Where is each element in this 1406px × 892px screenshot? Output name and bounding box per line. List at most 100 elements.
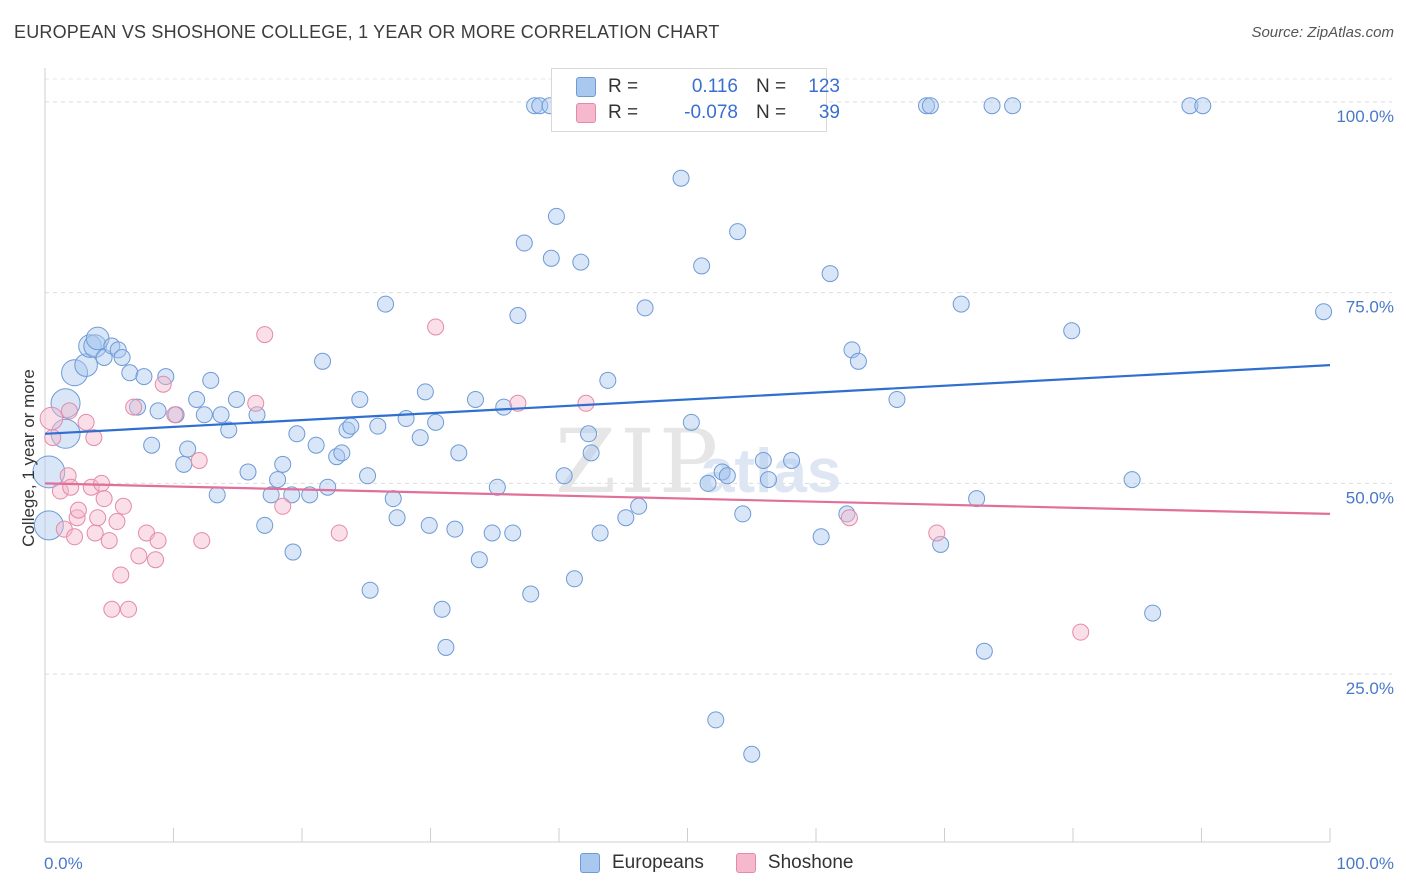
europeans-point	[307, 436, 325, 454]
series-legend-shoshone: Shoshone	[735, 852, 853, 874]
shoshone-point	[82, 478, 100, 496]
europeans-point	[522, 585, 540, 603]
europeans-point	[718, 467, 736, 485]
europeans-point	[504, 524, 522, 542]
y-tick-label: 50.0%	[1346, 488, 1394, 507]
europeans-point	[565, 570, 583, 588]
shoshone-point	[62, 478, 80, 496]
legend-r-value: -0.078	[684, 102, 738, 123]
shoshone-point	[66, 528, 84, 546]
europeans-point	[314, 352, 332, 370]
europeans-point	[113, 348, 131, 366]
europeans-point	[319, 478, 337, 496]
europeans-point	[179, 440, 197, 458]
legend-row-europeans: R = 0.116 N = 123	[576, 75, 840, 99]
europeans-point	[342, 417, 360, 435]
legend-n-value: 39	[818, 102, 840, 123]
shoshone-point	[840, 509, 858, 527]
europeans-point	[450, 444, 468, 462]
europeans-point	[220, 421, 238, 439]
europeans-point	[1315, 303, 1333, 321]
europeans-point	[195, 406, 213, 424]
europeans-point	[509, 307, 527, 325]
shoshone-point	[125, 398, 143, 416]
legend-swatch-shoshone	[576, 103, 596, 123]
europeans-point	[188, 390, 206, 408]
europeans-point	[269, 471, 287, 489]
europeans-point	[427, 413, 445, 431]
europeans-point	[109, 341, 127, 359]
series-swatch-shoshone	[735, 853, 756, 873]
y-tick-label: 100.0%	[1336, 107, 1394, 126]
europeans-point	[672, 169, 690, 187]
legend-n-label: N =	[756, 102, 787, 123]
europeans-point	[547, 207, 565, 225]
europeans-point	[580, 425, 598, 443]
europeans-point	[754, 452, 772, 469]
europeans-point	[212, 406, 230, 424]
shoshone-point	[103, 600, 121, 618]
legend-n-value: 123	[808, 76, 840, 97]
europeans-point	[918, 97, 936, 115]
y-axis-label: College, 1 year or more	[19, 369, 38, 547]
europeans-point	[812, 528, 830, 546]
europeans-point	[630, 497, 648, 515]
europeans-points	[32, 97, 1333, 763]
legend-n-label: N =	[756, 76, 787, 97]
europeans-point	[1063, 322, 1081, 340]
europeans-point	[849, 352, 867, 370]
europeans-point	[582, 444, 600, 462]
europeans-point	[208, 486, 226, 504]
europeans-point	[888, 390, 906, 408]
europeans-point	[288, 425, 306, 443]
series-swatch-europeans	[580, 853, 600, 873]
shoshone-point	[112, 566, 130, 584]
europeans-point	[699, 474, 717, 492]
europeans-point	[135, 368, 153, 386]
europeans-point	[274, 455, 292, 473]
shoshone-point	[247, 394, 265, 412]
europeans-point	[256, 516, 274, 534]
europeans-point	[129, 398, 147, 416]
europeans-point	[542, 249, 560, 267]
europeans-point	[682, 413, 700, 431]
europeans-point	[952, 295, 970, 313]
europeans-point	[572, 253, 590, 271]
shoshone-point	[427, 318, 445, 336]
europeans-point	[821, 265, 839, 283]
europeans-point	[143, 436, 161, 454]
europeans-point	[555, 467, 573, 485]
shoshone-point	[1072, 623, 1090, 641]
grid-lines	[45, 78, 1392, 675]
shoshone-point	[577, 394, 595, 412]
europeans-point	[968, 490, 986, 508]
europeans-point	[488, 478, 506, 496]
shoshone-point	[928, 524, 946, 542]
europeans-point	[526, 97, 544, 115]
shoshone-point	[114, 497, 132, 515]
europeans-point	[693, 257, 711, 275]
europeans-point	[636, 299, 654, 317]
correlation-legend: R = 0.116 N = 123 R = -0.078 N = 39	[551, 68, 840, 132]
shoshone-point	[330, 524, 348, 542]
shoshone-point	[147, 551, 165, 569]
europeans-point	[975, 642, 993, 660]
europeans-point	[921, 97, 939, 115]
europeans-point	[262, 486, 280, 504]
europeans-point	[1144, 604, 1162, 622]
europeans-point	[734, 505, 752, 523]
europeans-point	[466, 390, 484, 408]
chart-title: EUROPEAN VS SHOSHONE COLLEGE, 1 YEAR OR …	[14, 22, 720, 42]
europeans-point	[239, 463, 257, 481]
europeans-point	[416, 383, 434, 401]
shoshone-point	[86, 524, 104, 542]
y-tick-label: 75.0%	[1346, 298, 1394, 317]
europeans-point	[369, 417, 387, 435]
europeans-point	[284, 543, 302, 561]
europeans-point	[599, 371, 617, 389]
europeans-point	[149, 402, 167, 420]
europeans-point	[420, 516, 438, 534]
europeans-point	[74, 353, 98, 377]
europeans-point	[227, 390, 245, 408]
x-tick-label-right: 100.0%	[1336, 854, 1394, 873]
